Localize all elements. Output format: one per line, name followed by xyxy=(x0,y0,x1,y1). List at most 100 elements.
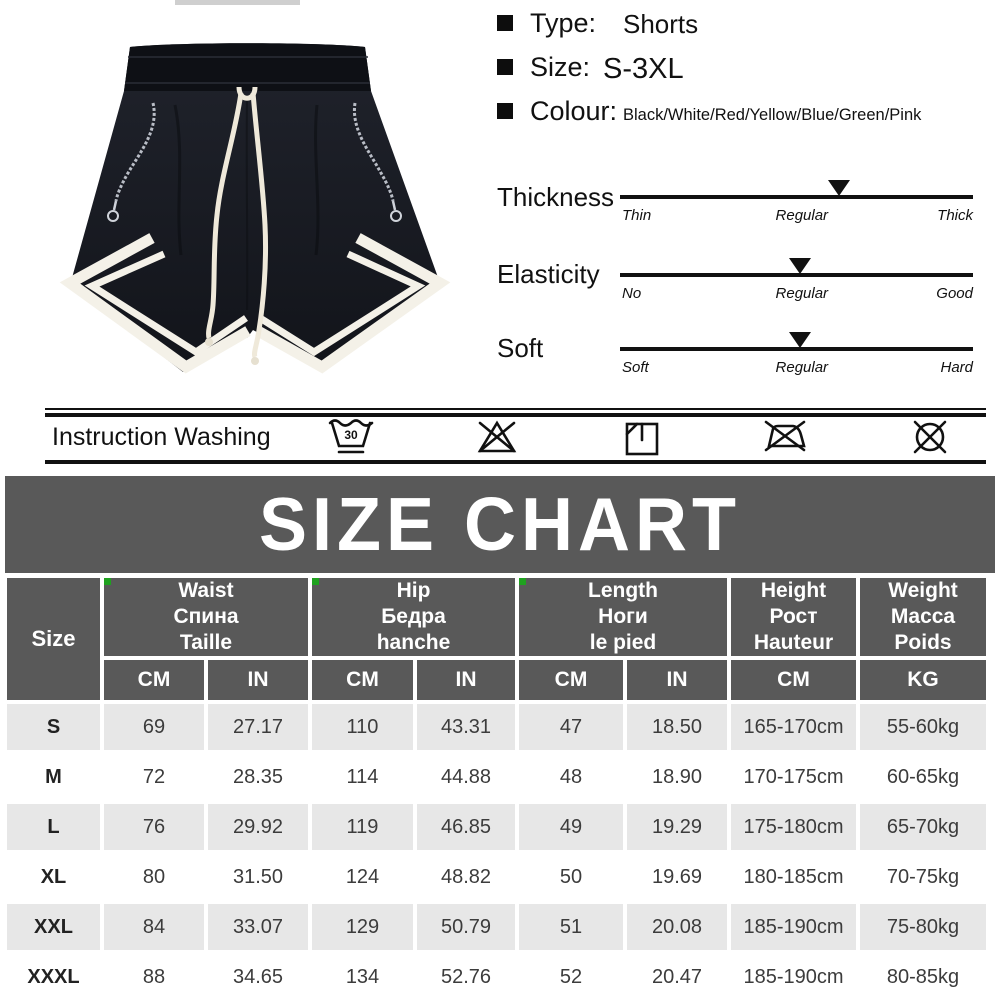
scale-label: Good xyxy=(936,285,973,302)
column-header-height: Height Рост Hauteur xyxy=(731,578,856,656)
table-cell: 175-180cm xyxy=(731,804,856,850)
header-line: Hauteur xyxy=(753,631,834,655)
table-cell: 19.29 xyxy=(627,804,727,850)
column-header-length: Length Ноги le pied xyxy=(519,578,727,656)
slider-marker-icon xyxy=(827,180,850,196)
unit-header: IN xyxy=(627,660,727,700)
table-cell: 185-190cm xyxy=(731,954,856,1000)
column-header-size: Size xyxy=(7,578,100,700)
table-cell: 52 xyxy=(519,954,623,1000)
table-cell: 29.92 xyxy=(208,804,308,850)
right-hem-stripe-outer xyxy=(255,233,451,374)
header-line: Taille xyxy=(179,631,233,655)
table-cell: 55-60kg xyxy=(860,704,986,750)
table-cell: 110 xyxy=(312,704,413,750)
table-cell: 65-70kg xyxy=(860,804,986,850)
corner-mark xyxy=(519,578,526,585)
shorts-illustration xyxy=(59,43,451,374)
table-cell: 44.88 xyxy=(417,754,515,800)
slider-marker-icon xyxy=(789,258,812,274)
table-cell: 88 xyxy=(104,954,204,1000)
header-line: Height xyxy=(760,578,827,602)
divider xyxy=(45,460,986,464)
product-photo xyxy=(25,5,470,405)
attribute-value: Shorts xyxy=(623,9,699,39)
table-cell: 51 xyxy=(519,904,623,950)
header-line: Спина xyxy=(173,604,239,628)
table-cell: 76 xyxy=(104,804,204,850)
attribute-label: Type: xyxy=(530,8,597,38)
table-cell: 84 xyxy=(104,904,204,950)
table-cell: 124 xyxy=(312,854,413,900)
unit-header: CM xyxy=(731,660,856,700)
table-cell: 50.79 xyxy=(417,904,515,950)
scale-label: Regular xyxy=(775,285,829,302)
slider-label-elasticity: Elasticity xyxy=(497,259,600,289)
do-not-dry-clean-icon xyxy=(910,418,950,456)
bullet-square-icon xyxy=(497,59,513,75)
unit-header: KG xyxy=(860,660,986,700)
attribute-value: Black/White/Red/Yellow/Blue/Green/Pink xyxy=(623,106,922,124)
table-cell: 47 xyxy=(519,704,623,750)
attribute-label: Size: xyxy=(530,52,591,82)
right-zipper xyxy=(352,102,402,222)
table-cell: 180-185cm xyxy=(731,854,856,900)
fabric-fold xyxy=(245,99,249,311)
slider-marker-icon xyxy=(789,332,812,348)
do-not-iron-icon xyxy=(762,418,808,454)
divider xyxy=(45,408,986,410)
corner-mark xyxy=(104,578,111,585)
thickness-slider: Thin Regular Thick xyxy=(620,180,973,224)
size-chart-title: SIZE CHART xyxy=(259,482,741,567)
table-cell: 119 xyxy=(312,804,413,850)
table-cell: 46.85 xyxy=(417,804,515,850)
unit-header: IN xyxy=(208,660,308,700)
header-line: Рост xyxy=(769,604,818,628)
table-cell: 19.69 xyxy=(627,854,727,900)
do-not-bleach-icon xyxy=(476,419,518,455)
table-cell: 72 xyxy=(104,754,204,800)
scale-label: Regular xyxy=(775,359,829,376)
table-row-size: XL xyxy=(7,854,100,900)
column-header-weight: Weight Macca Poids xyxy=(860,578,986,656)
column-header-waist: Waist Спина Taille xyxy=(104,578,308,656)
soft-slider: Soft Regular Hard xyxy=(620,332,973,376)
shorts-body xyxy=(70,43,440,372)
unit-header: CM xyxy=(519,660,623,700)
fabric-fold xyxy=(314,104,320,256)
size-chart-banner: SIZE CHART xyxy=(5,476,995,573)
table-cell: 48.82 xyxy=(417,854,515,900)
elasticity-slider: No Regular Good xyxy=(620,258,973,302)
table-cell: 165-170cm xyxy=(731,704,856,750)
divider xyxy=(45,413,986,417)
table-cell: 48 xyxy=(519,754,623,800)
drip-dry-in-shade-icon xyxy=(624,421,660,457)
unit-header: CM xyxy=(312,660,413,700)
right-hem-stripe-inner xyxy=(258,250,426,357)
scale-label: Hard xyxy=(940,359,973,376)
header-line: Waist xyxy=(178,578,234,602)
left-zipper xyxy=(107,102,156,222)
table-cell: 31.50 xyxy=(208,854,308,900)
table-cell: 50 xyxy=(519,854,623,900)
table-cell: 52.76 xyxy=(417,954,515,1000)
column-header-hip: Hip Бедра hanche xyxy=(312,578,515,656)
header-line: Бедра xyxy=(381,604,446,628)
table-cell: 18.50 xyxy=(627,704,727,750)
table-cell: 75-80kg xyxy=(860,904,986,950)
table-cell: 20.47 xyxy=(627,954,727,1000)
bullet-square-icon xyxy=(497,103,513,119)
fabric-fold xyxy=(173,104,183,256)
table-cell: 34.65 xyxy=(208,954,308,1000)
scale-label: Thick xyxy=(937,207,973,224)
table-cell: 134 xyxy=(312,954,413,1000)
size-chart-table: Size Waist Спина Taille Hip Бедра hanche… xyxy=(7,578,986,1000)
unit-header: CM xyxy=(104,660,204,700)
table-row-size: XXL xyxy=(7,904,100,950)
attribute-label: Colour: xyxy=(530,96,618,126)
scale-label: Regular xyxy=(775,207,829,224)
table-row-size: S xyxy=(7,704,100,750)
table-cell: 18.90 xyxy=(627,754,727,800)
table-cell: 20.08 xyxy=(627,904,727,950)
waistband xyxy=(124,43,371,91)
